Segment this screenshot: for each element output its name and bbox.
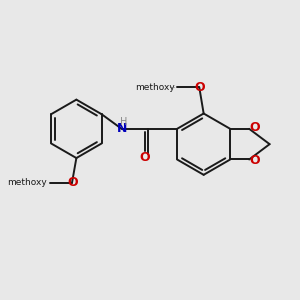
- Text: O: O: [194, 81, 205, 94]
- Text: N: N: [116, 122, 127, 135]
- Text: methoxy: methoxy: [135, 83, 175, 92]
- Text: H: H: [120, 117, 128, 128]
- Text: methoxy: methoxy: [170, 87, 176, 88]
- Text: O: O: [139, 151, 150, 164]
- Text: O: O: [249, 154, 260, 167]
- Text: O: O: [249, 121, 260, 134]
- Text: O: O: [67, 176, 78, 189]
- Text: methoxy: methoxy: [8, 178, 47, 187]
